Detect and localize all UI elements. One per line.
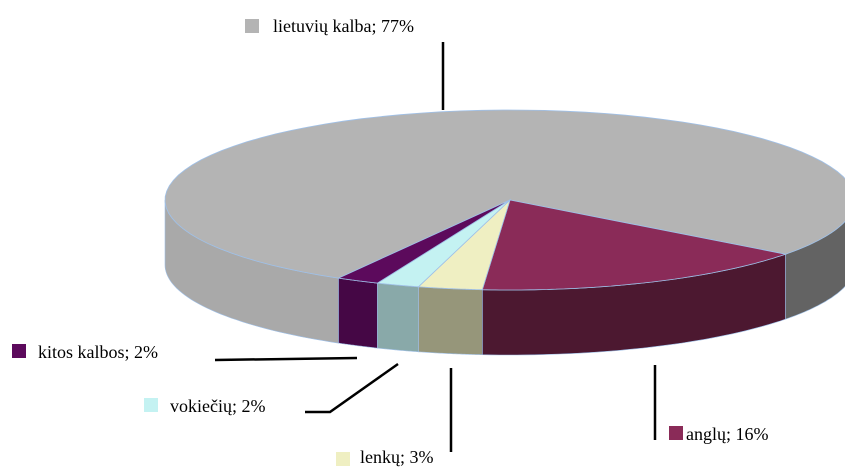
data-label: kitos kalbos; 2% <box>38 342 158 362</box>
slice-side <box>338 277 378 349</box>
slice <box>337 199 511 284</box>
slice <box>376 199 511 288</box>
slice-side <box>377 282 419 353</box>
legend-swatch <box>669 426 683 440</box>
data-label: anglų; 16% <box>686 424 769 444</box>
legend-swatch <box>245 19 259 33</box>
data-label: lenkų; 3% <box>360 447 434 467</box>
legend-swatch <box>144 398 158 412</box>
slice-side <box>418 286 483 355</box>
slice <box>481 199 788 291</box>
legend-swatch <box>12 344 26 358</box>
slice <box>164 109 845 279</box>
data-label: vokiečių; 2% <box>170 396 265 416</box>
legend-swatch <box>336 452 350 466</box>
slice <box>417 198 511 291</box>
data-label: lietuvių kalba; 77% <box>273 16 414 36</box>
leader-line <box>305 362 399 414</box>
leader-line <box>214 356 358 362</box>
